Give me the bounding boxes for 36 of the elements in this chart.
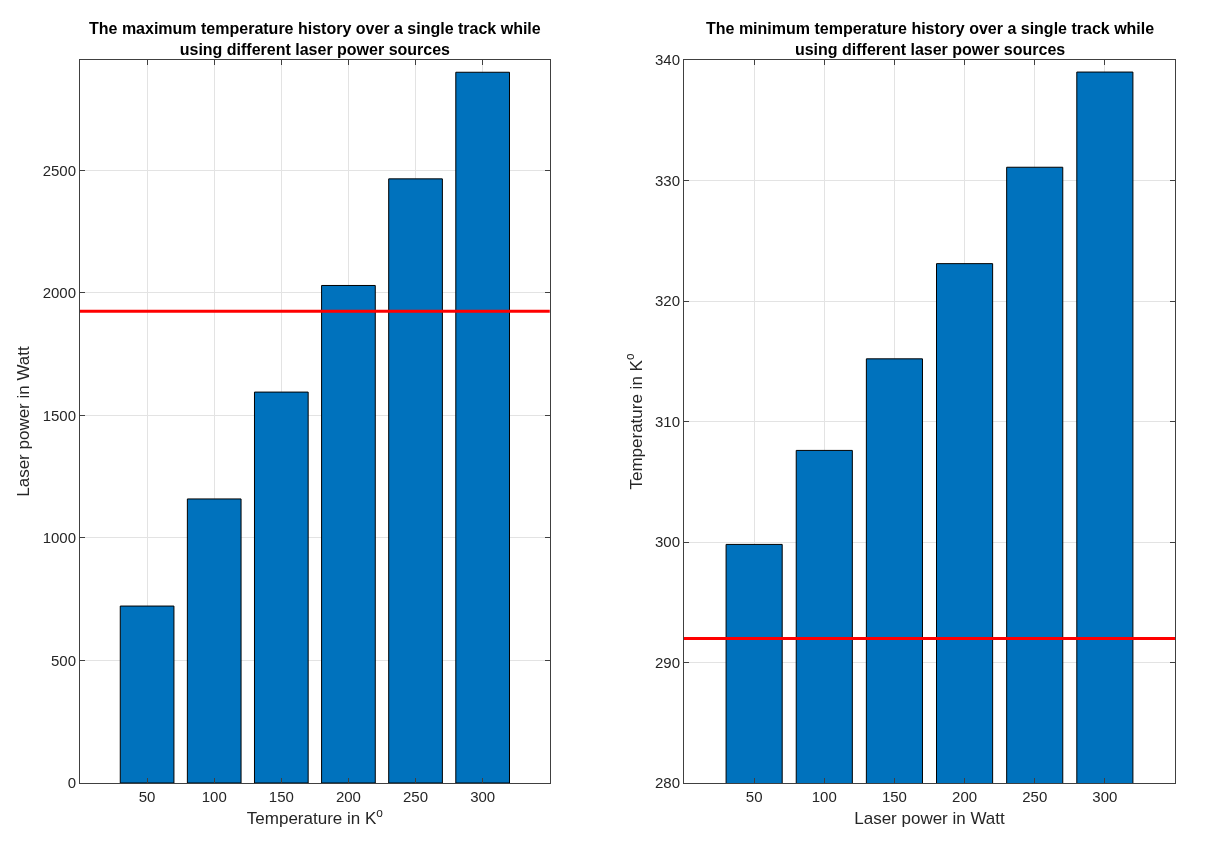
chart-title: The minimum temperature history over a single track while using different laser power sources bbox=[706, 20, 1155, 58]
x-tick-label: 250 bbox=[1022, 788, 1048, 805]
y-tick-label: 500 bbox=[50, 651, 76, 669]
y-tick-label: 290 bbox=[654, 653, 680, 671]
bar bbox=[321, 284, 376, 783]
x-tick-label: 50 bbox=[138, 788, 156, 805]
x-tick-label: 300 bbox=[1092, 788, 1118, 805]
y-tick-label: 2500 bbox=[42, 161, 76, 179]
y-tick-label: 340 bbox=[654, 51, 680, 69]
bar bbox=[186, 498, 242, 783]
y-tick-label: 1500 bbox=[42, 406, 76, 424]
x-tick-label: 300 bbox=[470, 788, 496, 805]
y-tick-label: 330 bbox=[654, 171, 680, 189]
y-tick-label: 280 bbox=[654, 774, 680, 792]
y-tick-label: 2000 bbox=[42, 284, 76, 302]
bar bbox=[119, 605, 175, 783]
x-axis-title: Temperature in K$^{o}$ bbox=[246, 806, 384, 829]
x-tick-label: 200 bbox=[335, 788, 361, 805]
x-tick-label: 100 bbox=[201, 788, 227, 805]
bar bbox=[455, 71, 510, 783]
y-tick-label: 310 bbox=[654, 412, 680, 430]
y-tick-label: 300 bbox=[654, 533, 680, 551]
x-tick-label: 150 bbox=[268, 788, 294, 805]
x-tick-label: 150 bbox=[881, 788, 907, 805]
y-tick-label: 1000 bbox=[42, 529, 76, 547]
bar bbox=[253, 391, 309, 783]
chart-title: The maximum temperature history over a single track while using different laser power sources bbox=[89, 20, 541, 58]
y-axis-title: Laser power in Watt bbox=[14, 345, 34, 497]
y-tick-label: 320 bbox=[654, 292, 680, 310]
y-tick-label: 0 bbox=[67, 774, 76, 792]
x-tick-label: 100 bbox=[811, 788, 837, 805]
x-tick-label: 200 bbox=[952, 788, 978, 805]
x-tick-label: 250 bbox=[403, 788, 429, 805]
bar bbox=[388, 178, 443, 783]
x-tick-label: 50 bbox=[745, 788, 763, 805]
x-axis-title: Laser power in Watt bbox=[854, 809, 1006, 829]
